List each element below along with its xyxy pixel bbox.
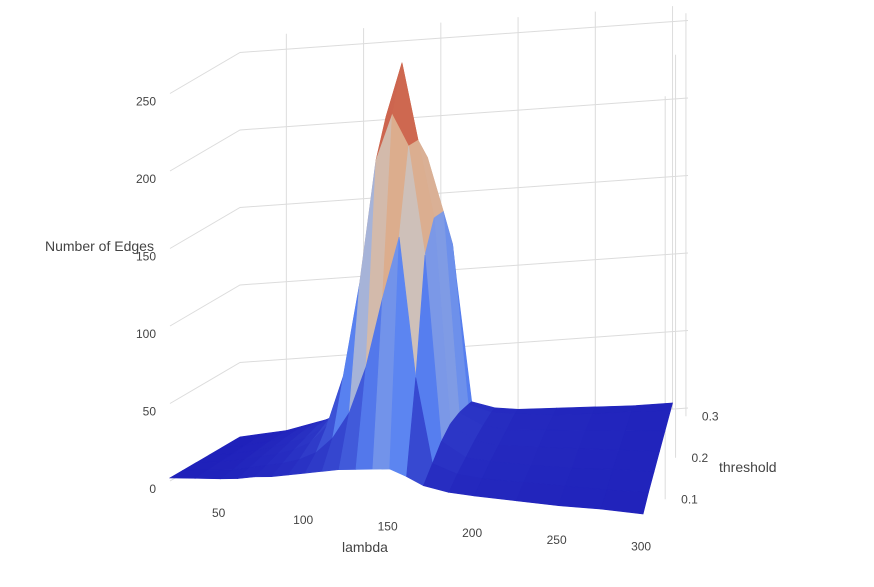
surface-patch	[514, 407, 558, 416]
x-tick-label: 300	[631, 540, 651, 554]
z-gridline-back	[169, 97, 689, 172]
x-tick-label: 100	[293, 513, 313, 527]
z-gridline-back	[169, 175, 689, 249]
surface-patch	[631, 402, 673, 413]
x-axis-ticks: 50 100 150 200 250 300	[212, 506, 651, 554]
surface-patch	[558, 485, 608, 510]
grid-lines	[169, 6, 689, 500]
surface-patch	[571, 448, 620, 470]
x-tick-label: 250	[547, 533, 567, 547]
surface-patch	[506, 413, 555, 431]
surface-patch	[585, 411, 632, 432]
z-axis-title: Number of Edges	[45, 238, 154, 254]
z-gridline-back	[169, 20, 689, 94]
surface-patch	[624, 410, 671, 432]
x-axis-title: lambda	[342, 539, 388, 555]
z-tick-label: 50	[143, 405, 157, 419]
y-tick-label: 0.1	[681, 492, 698, 506]
z-axis-ticks: 0 50 100 150 200 250	[136, 95, 156, 497]
z-gridline-back	[169, 330, 689, 404]
z-gridline-back	[169, 252, 689, 327]
surface-patch	[578, 430, 626, 451]
y-axis-title: threshold	[719, 459, 777, 475]
x-tick-label: 200	[462, 526, 482, 540]
surface-patch	[600, 489, 649, 515]
surface-patch	[538, 429, 587, 449]
surface-patch	[553, 406, 596, 416]
z-tick-label: 100	[136, 327, 156, 341]
y-tick-label: 0.3	[702, 409, 719, 423]
surface-patch	[606, 468, 655, 493]
surface-patch	[498, 429, 547, 448]
x-tick-label: 150	[378, 519, 398, 533]
y-axis-ticks: 0.1 0.2 0.3	[681, 409, 719, 506]
surface	[168, 62, 673, 515]
surface-patch	[545, 413, 594, 431]
surface-patch	[473, 478, 525, 502]
surface-patch	[530, 446, 580, 469]
x-tick-label: 50	[212, 506, 226, 520]
z-tick-label: 0	[149, 482, 156, 496]
y-tick-label: 0.2	[692, 451, 709, 465]
surface-patch	[618, 430, 666, 452]
surface-patch	[515, 482, 566, 507]
surface-patch	[612, 449, 660, 473]
z-tick-label: 200	[136, 172, 156, 186]
z-tick-label: 150	[136, 250, 156, 264]
z-tick-label: 250	[136, 95, 156, 109]
